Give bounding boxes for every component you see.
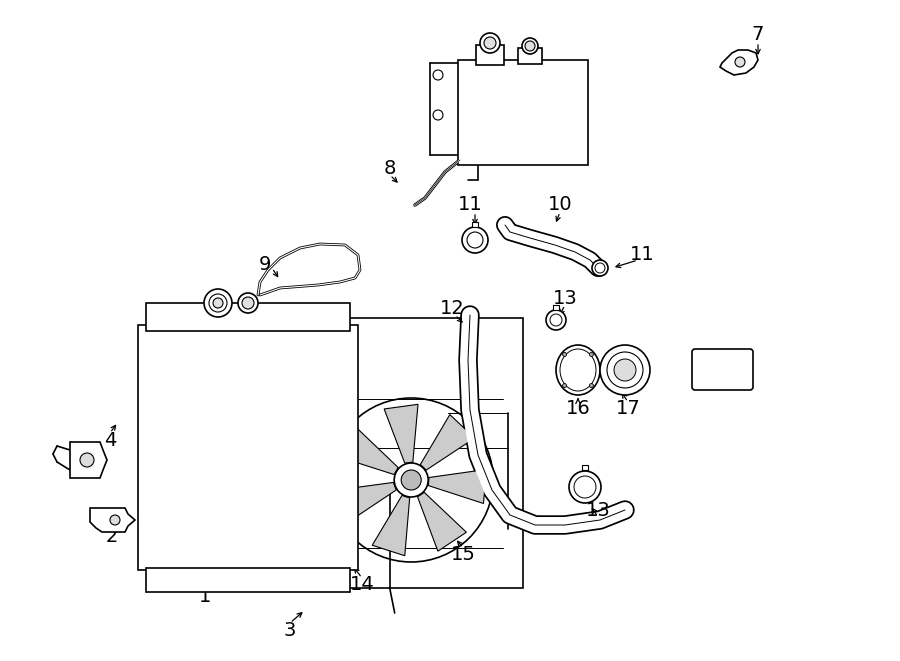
Polygon shape	[90, 508, 135, 532]
Text: 15: 15	[451, 545, 475, 564]
Circle shape	[213, 298, 223, 308]
Polygon shape	[420, 414, 474, 470]
Bar	[582, 465, 588, 470]
Text: 11: 11	[630, 245, 654, 264]
Text: 16: 16	[565, 399, 590, 418]
Text: 3: 3	[284, 621, 296, 639]
Circle shape	[525, 41, 535, 51]
Circle shape	[569, 471, 601, 503]
Bar	[472, 222, 478, 227]
Polygon shape	[338, 428, 398, 475]
Circle shape	[546, 310, 566, 330]
Circle shape	[462, 227, 488, 253]
Circle shape	[467, 232, 483, 248]
Bar	[553, 305, 559, 310]
Bar	[146, 303, 350, 331]
Text: 17: 17	[616, 399, 641, 418]
FancyBboxPatch shape	[692, 349, 753, 390]
Circle shape	[592, 260, 608, 276]
Circle shape	[522, 38, 538, 54]
Bar	[518, 48, 542, 64]
Text: 11: 11	[457, 196, 482, 215]
Circle shape	[433, 110, 443, 120]
Circle shape	[329, 398, 493, 562]
Text: 6: 6	[576, 110, 589, 130]
Circle shape	[595, 263, 605, 273]
Text: 4: 4	[104, 430, 116, 449]
Circle shape	[562, 383, 567, 387]
Text: 10: 10	[548, 196, 572, 215]
Polygon shape	[70, 442, 107, 478]
Circle shape	[735, 57, 745, 67]
Polygon shape	[418, 492, 466, 551]
Polygon shape	[384, 405, 418, 463]
Text: 13: 13	[553, 288, 578, 307]
Text: 7: 7	[752, 26, 764, 44]
Text: 12: 12	[439, 299, 464, 317]
Text: 1: 1	[199, 588, 212, 607]
Text: 8: 8	[383, 159, 396, 178]
Text: 9: 9	[259, 256, 271, 274]
Circle shape	[480, 33, 500, 53]
Circle shape	[614, 359, 636, 381]
Polygon shape	[336, 483, 396, 522]
Circle shape	[600, 345, 650, 395]
Polygon shape	[373, 496, 410, 556]
Circle shape	[590, 383, 593, 387]
Text: 14: 14	[349, 576, 374, 594]
Circle shape	[394, 463, 428, 497]
Circle shape	[80, 453, 94, 467]
Circle shape	[204, 289, 232, 317]
Bar	[458, 60, 588, 165]
Circle shape	[110, 515, 120, 525]
Circle shape	[574, 476, 596, 498]
Bar	[146, 568, 350, 592]
Bar	[138, 325, 358, 570]
Polygon shape	[720, 50, 758, 75]
Ellipse shape	[556, 345, 600, 395]
Circle shape	[209, 294, 227, 312]
Circle shape	[433, 70, 443, 80]
Text: 5: 5	[197, 305, 209, 325]
Text: 2: 2	[106, 527, 118, 547]
Circle shape	[590, 352, 593, 356]
Polygon shape	[428, 469, 487, 504]
Text: 13: 13	[586, 500, 610, 520]
Circle shape	[562, 352, 567, 356]
Bar	[308, 318, 523, 588]
Ellipse shape	[560, 349, 596, 391]
Circle shape	[607, 352, 643, 388]
Bar	[476, 45, 504, 65]
Text: 18: 18	[707, 371, 733, 389]
Circle shape	[550, 314, 562, 326]
Circle shape	[238, 293, 258, 313]
Circle shape	[401, 470, 421, 490]
Circle shape	[484, 37, 496, 49]
Circle shape	[242, 297, 254, 309]
